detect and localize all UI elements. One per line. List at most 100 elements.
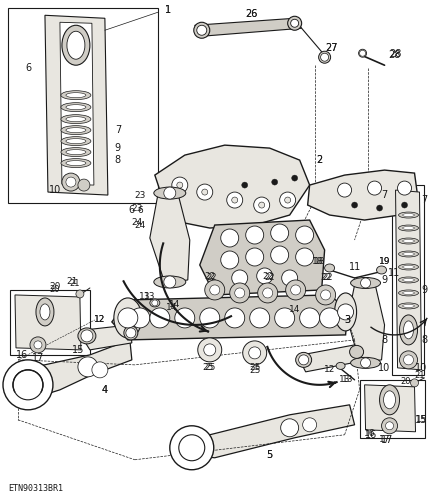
Text: 13: 13 bbox=[342, 376, 354, 384]
Circle shape bbox=[321, 53, 329, 61]
Ellipse shape bbox=[61, 136, 91, 145]
Text: 17: 17 bbox=[381, 435, 394, 445]
Circle shape bbox=[250, 308, 270, 328]
Circle shape bbox=[205, 280, 225, 300]
Polygon shape bbox=[200, 220, 324, 295]
Text: 8: 8 bbox=[381, 335, 388, 345]
Ellipse shape bbox=[66, 150, 86, 154]
Polygon shape bbox=[302, 345, 357, 372]
Text: 3: 3 bbox=[345, 315, 351, 325]
Text: 12: 12 bbox=[94, 316, 106, 324]
Circle shape bbox=[62, 173, 80, 191]
Text: 14: 14 bbox=[289, 306, 300, 314]
Circle shape bbox=[232, 197, 238, 203]
Circle shape bbox=[221, 251, 239, 269]
Circle shape bbox=[66, 177, 76, 187]
Text: 3: 3 bbox=[345, 315, 351, 325]
Bar bbox=[8, 8, 158, 203]
Ellipse shape bbox=[124, 326, 138, 340]
Text: 8: 8 bbox=[422, 335, 428, 345]
Text: 28: 28 bbox=[388, 50, 401, 60]
Circle shape bbox=[281, 419, 299, 437]
Text: 20: 20 bbox=[50, 286, 60, 294]
Circle shape bbox=[175, 308, 195, 328]
Text: ETN90313BR1: ETN90313BR1 bbox=[8, 484, 63, 492]
Text: 22: 22 bbox=[320, 274, 331, 282]
Text: 4: 4 bbox=[102, 385, 108, 395]
Ellipse shape bbox=[398, 277, 419, 283]
Circle shape bbox=[254, 197, 270, 213]
Text: 21: 21 bbox=[414, 372, 425, 380]
Polygon shape bbox=[45, 16, 108, 195]
Circle shape bbox=[246, 248, 264, 266]
Text: 13: 13 bbox=[139, 292, 151, 302]
Text: 24: 24 bbox=[134, 220, 146, 230]
Text: 12: 12 bbox=[94, 316, 106, 324]
Circle shape bbox=[272, 179, 278, 185]
Circle shape bbox=[263, 288, 273, 298]
Ellipse shape bbox=[399, 315, 418, 345]
Text: 21: 21 bbox=[66, 278, 77, 286]
Circle shape bbox=[291, 285, 300, 295]
Text: 9: 9 bbox=[115, 143, 121, 153]
Circle shape bbox=[258, 283, 278, 303]
Circle shape bbox=[360, 358, 371, 368]
Circle shape bbox=[291, 175, 297, 181]
Text: 7: 7 bbox=[421, 195, 428, 205]
Polygon shape bbox=[85, 325, 132, 350]
Text: 18: 18 bbox=[312, 258, 324, 266]
Circle shape bbox=[410, 379, 419, 387]
Circle shape bbox=[30, 337, 46, 353]
Circle shape bbox=[202, 189, 208, 195]
Text: 13: 13 bbox=[339, 376, 351, 384]
Text: 12: 12 bbox=[324, 366, 335, 374]
Ellipse shape bbox=[154, 187, 186, 199]
Ellipse shape bbox=[61, 90, 91, 100]
Circle shape bbox=[321, 290, 330, 300]
Text: 22: 22 bbox=[206, 274, 217, 282]
Text: 27: 27 bbox=[325, 43, 338, 53]
Ellipse shape bbox=[398, 303, 419, 309]
Ellipse shape bbox=[398, 290, 419, 296]
Text: 2: 2 bbox=[316, 155, 323, 165]
Text: 20: 20 bbox=[49, 282, 61, 292]
Ellipse shape bbox=[61, 126, 91, 134]
Circle shape bbox=[338, 183, 351, 197]
Text: 2: 2 bbox=[316, 155, 323, 165]
Text: 5: 5 bbox=[267, 450, 273, 460]
Ellipse shape bbox=[335, 293, 357, 331]
Circle shape bbox=[368, 181, 381, 195]
Circle shape bbox=[150, 308, 170, 328]
Ellipse shape bbox=[62, 26, 90, 65]
Circle shape bbox=[360, 278, 371, 288]
Text: 13: 13 bbox=[144, 292, 155, 302]
Ellipse shape bbox=[61, 114, 91, 124]
Text: 22: 22 bbox=[262, 272, 273, 281]
Ellipse shape bbox=[351, 358, 380, 368]
Circle shape bbox=[172, 177, 188, 193]
Polygon shape bbox=[155, 145, 309, 228]
Circle shape bbox=[3, 360, 53, 410]
Text: 9: 9 bbox=[422, 285, 428, 295]
Text: 25: 25 bbox=[249, 366, 260, 376]
Ellipse shape bbox=[61, 148, 91, 156]
Circle shape bbox=[404, 355, 413, 365]
Circle shape bbox=[76, 290, 84, 298]
Circle shape bbox=[377, 205, 383, 211]
Circle shape bbox=[197, 184, 213, 200]
Text: 16: 16 bbox=[366, 430, 377, 440]
Ellipse shape bbox=[398, 264, 419, 270]
Ellipse shape bbox=[402, 266, 414, 268]
Text: 26: 26 bbox=[246, 10, 258, 20]
Ellipse shape bbox=[36, 298, 54, 326]
Circle shape bbox=[303, 418, 317, 432]
Polygon shape bbox=[195, 18, 302, 36]
Text: 5: 5 bbox=[267, 450, 273, 460]
Text: 19: 19 bbox=[379, 258, 390, 266]
Text: 22: 22 bbox=[265, 274, 275, 282]
Ellipse shape bbox=[398, 212, 419, 218]
Circle shape bbox=[291, 20, 299, 28]
Circle shape bbox=[204, 344, 216, 356]
Circle shape bbox=[78, 179, 90, 191]
Text: 18: 18 bbox=[314, 258, 325, 266]
